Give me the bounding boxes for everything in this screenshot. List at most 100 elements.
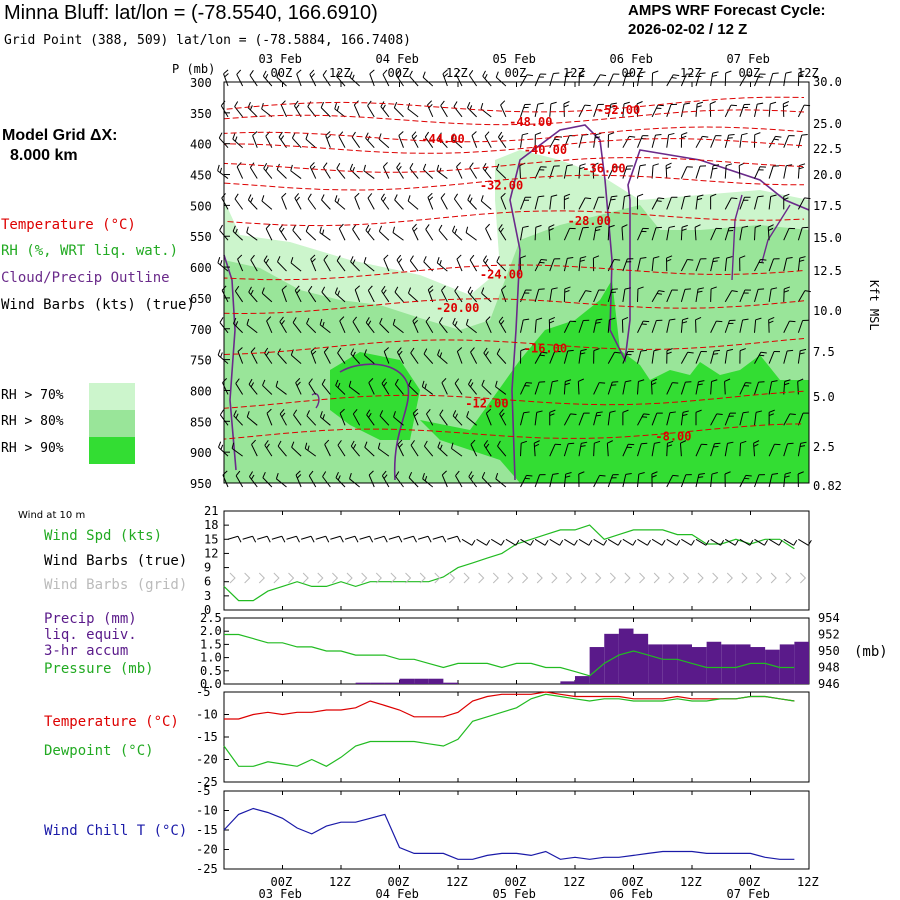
wind-barb [783,320,790,333]
wind-barb [454,290,463,303]
wind-barb [485,228,492,241]
wind-barb [534,196,539,210]
wind-barb-grid [712,572,719,584]
wind-barb-flag [363,257,367,264]
wind-barb [783,350,788,364]
wind-barb [607,289,613,303]
wind-barb [482,75,492,87]
precip-tick-label: 2.5 [200,611,222,625]
wind-barb-flag [232,225,236,232]
wind-barb [379,230,390,241]
wind-barb-flag [412,223,417,229]
wind-barb-flag [639,164,646,167]
wind-barb-flag [280,135,285,140]
wind-barb [396,259,404,272]
wind-barb [441,382,448,395]
wind-barb-flag [617,540,622,546]
wind-barb-flag [535,132,542,136]
wind-barb-flag [234,101,239,107]
wind-barb-flag [495,472,499,479]
wind-barb-flag [337,382,341,388]
wind-barb-flag [666,255,673,259]
wind-barb [768,474,773,488]
wind-barb [695,474,700,488]
wind-barb-flag [264,440,269,446]
wind-barb-flag [455,470,460,477]
wind-barb-flag [457,347,463,352]
wind-barb [321,199,331,210]
wind-barb-flag [383,536,388,543]
wind-barb [338,228,346,241]
wind-barb [334,200,346,210]
wind-barb-flag [296,196,300,202]
wind-barb-flag [666,166,672,170]
wind-barb [453,198,463,210]
wind-barb-flag [768,409,775,413]
wind-barb-flag [467,286,472,293]
wind-barb [500,104,507,118]
wind-barb [666,74,674,87]
wind-barb [666,197,672,210]
height-tick-label: 22.5 [813,142,842,156]
pressure-tick-label: 550 [190,230,212,244]
wind-barb [374,535,385,540]
legend-dewpoint: Dewpoint (°C) [44,743,154,759]
wind-barb-flag [246,411,250,418]
wind-barb-flag [396,254,402,261]
wind-barb [534,166,542,179]
wind-barb-flag [713,349,721,352]
wind-barb [563,443,569,457]
wind-barb-flag [724,471,731,475]
wind-barb [398,135,404,148]
cloud-outline [223,254,237,471]
wind-barb [520,134,523,148]
wind-tick-label: 6 [204,575,211,589]
wind-barb-flag [281,285,287,291]
rh90-swatch [89,437,135,464]
wind-barb [607,104,612,117]
wind-barb-flag [412,316,418,322]
wind-barb [607,538,619,546]
wind-barb [485,413,492,426]
wind-barb [754,259,761,272]
wind-barb [381,475,390,488]
wind-barb-flag [783,101,790,105]
wind-barb [476,538,487,546]
wind-barb-flag [565,379,572,382]
wind-barb [710,320,717,333]
wind-barb [710,413,718,426]
wind-barb-flag [334,195,338,202]
wind10m-panel-label: Wind at 10 m [18,510,86,521]
wind-barb [424,445,434,457]
windchill-tick-label: -25 [196,862,218,876]
precip-bars [355,628,809,684]
precip-bar [575,676,590,684]
wind-barb [293,414,302,426]
wind-barb [710,350,715,364]
wind-barb-flag [324,439,330,445]
time-tick-label-bottom: 12Z [446,875,468,889]
wind-barb-flag [250,197,254,203]
wind-barb-flag [624,194,631,197]
wind-barb [798,538,809,546]
wind-barb-flag [711,472,718,475]
wind-barb [680,319,684,333]
wind-barb [352,413,361,426]
wind-barb [666,227,670,241]
wind-barb [622,73,627,87]
wind-barb [439,414,448,426]
wind-barb-flag [366,409,371,416]
wind-barb [783,73,787,87]
wind-barb [427,104,434,118]
wind-barb-grid [770,572,777,584]
wind-barb-flag [548,227,554,231]
wind-barb-flag [483,255,488,261]
wind-barb [797,290,806,303]
wind-barb-flag [798,166,804,170]
wind-barb-flag [797,471,804,475]
wind-barb [710,258,715,272]
wind-barb [496,169,507,179]
wind-barb-flag [727,441,734,444]
wind-barb [680,104,685,117]
